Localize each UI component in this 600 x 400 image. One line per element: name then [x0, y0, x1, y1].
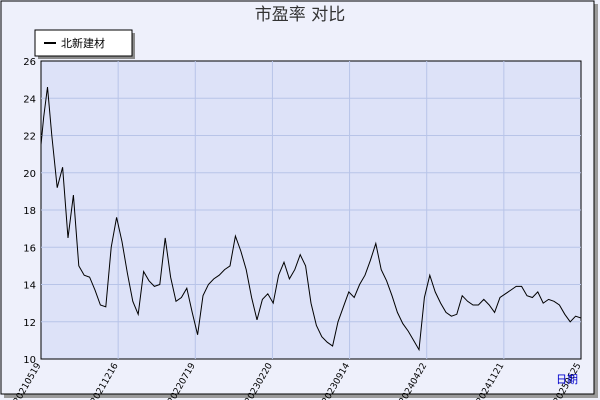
- y-axis-ticks: 10 12 14 16 18 20 22 24 26: [23, 57, 36, 366]
- grid-lines: [41, 61, 581, 359]
- y-tick-label: 26: [23, 57, 36, 68]
- y-tick-label: 24: [23, 94, 36, 105]
- x-axis-label: 日期: [556, 373, 578, 386]
- y-tick-label: 22: [23, 132, 36, 143]
- series-group: [41, 87, 581, 352]
- legend: 北新建材: [34, 29, 135, 59]
- legend-entry-0: 北新建材: [61, 36, 105, 50]
- chart-title: 市盈率 对比: [255, 5, 345, 25]
- y-tick-label: 10: [23, 355, 36, 366]
- y-tick-label: 16: [23, 243, 36, 254]
- y-tick-label: 12: [23, 318, 36, 329]
- y-tick-label: 18: [23, 206, 36, 217]
- y-tick-label: 20: [23, 169, 36, 180]
- y-tick-label: 14: [23, 281, 36, 292]
- series-line-0: [41, 87, 581, 352]
